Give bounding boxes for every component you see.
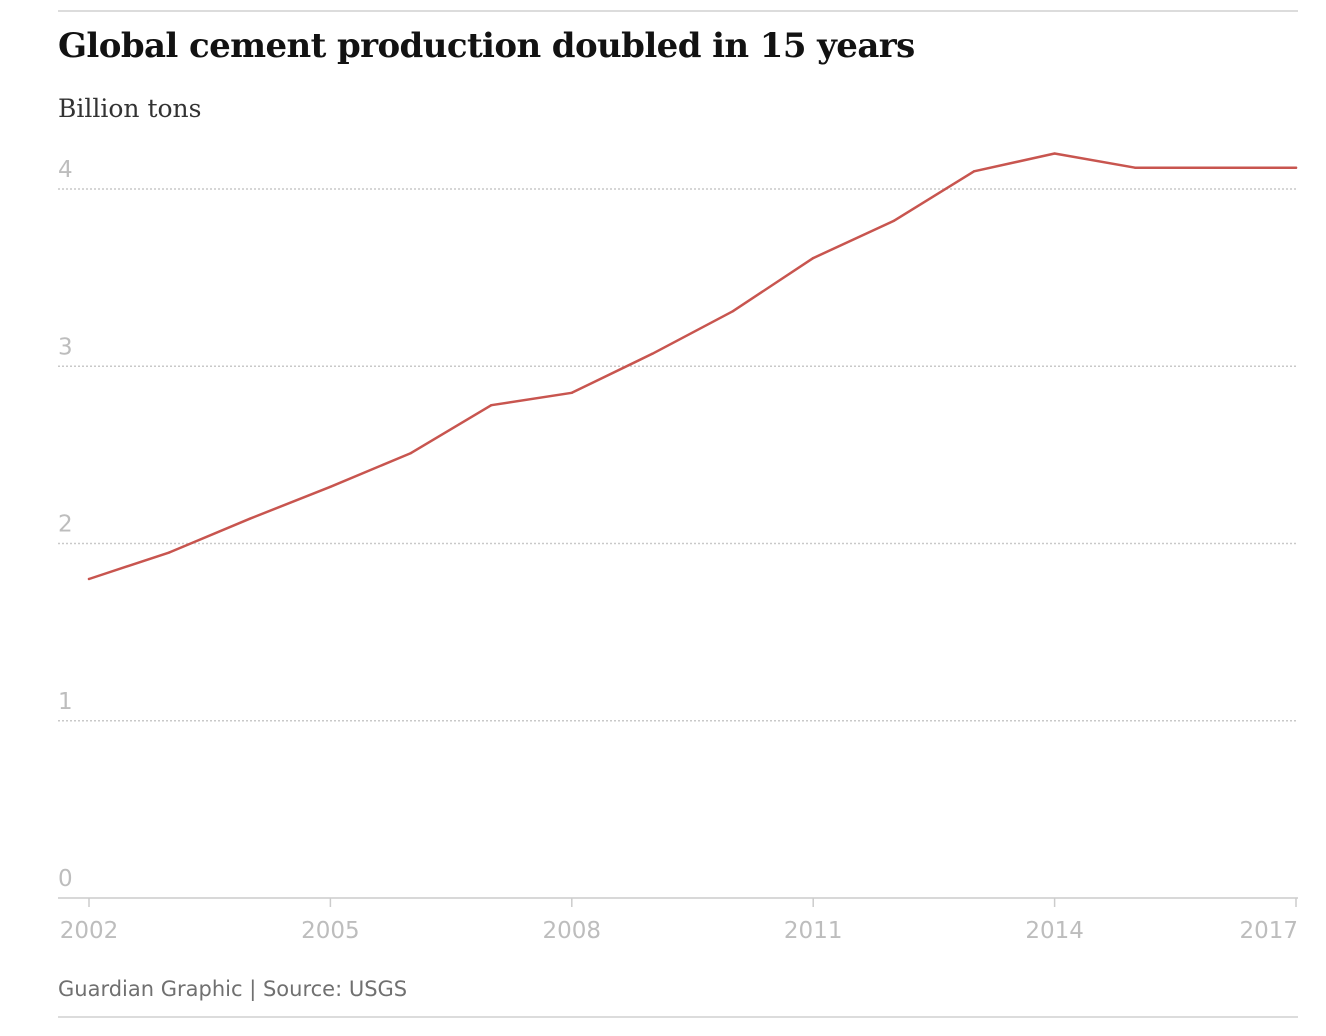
data-point-2004: [248, 517, 252, 520]
data-point-2005: [329, 485, 332, 488]
data-point-2003: [168, 551, 171, 554]
data-point-2016: [1214, 166, 1217, 169]
data-point-2013: [972, 170, 976, 173]
y-tick-label-3: 3: [58, 334, 73, 360]
y-tick-label-2: 2: [58, 512, 73, 538]
data-point-2006: [409, 451, 413, 455]
data-point-2008: [570, 391, 573, 395]
data-point-2007: [490, 404, 493, 407]
x-tick-label-2008: 2008: [543, 918, 602, 944]
y-tick-label-4: 4: [58, 157, 73, 183]
data-point-2010: [731, 310, 734, 313]
y-tick-label-1: 1: [58, 689, 73, 715]
x-tick-label-2014: 2014: [1025, 918, 1084, 944]
series-line-0: [87, 152, 1298, 581]
chart-subtitle: Billion tons: [58, 94, 202, 123]
data-point-2011: [812, 256, 815, 260]
x-tick-label-2002: 2002: [60, 918, 119, 944]
x-tick-label-2005: 2005: [301, 918, 360, 944]
chart-title: Global cement production doubled in 15 y…: [58, 26, 915, 66]
data-point-2002: [87, 577, 91, 581]
data-point-2012: [892, 219, 895, 223]
top-rule: [58, 10, 1298, 12]
data-point-2015: [1133, 166, 1137, 169]
source-credit: Guardian Graphic | Source: USGS: [58, 977, 408, 1001]
x-tick-label-2017: 2017: [1239, 918, 1298, 944]
data-point-2014: [1053, 152, 1056, 155]
x-tick-label-2011: 2011: [784, 918, 843, 944]
data-point-2009: [651, 352, 654, 356]
y-tick-label-0: 0: [58, 866, 73, 892]
bottom-rule: [58, 1016, 1298, 1018]
data-point-2017: [1294, 166, 1298, 169]
